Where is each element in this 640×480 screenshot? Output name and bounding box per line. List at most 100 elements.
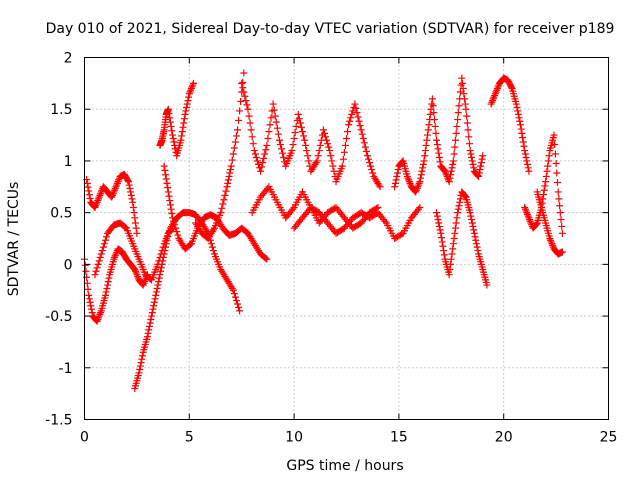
data-point — [253, 157, 261, 165]
data-point — [356, 122, 364, 130]
series-arc-5 — [156, 79, 197, 160]
data-point — [330, 167, 338, 175]
data-point — [393, 172, 401, 180]
x-tick-label: 5 — [185, 430, 194, 446]
data-point — [132, 219, 140, 227]
data-point — [558, 222, 566, 230]
data-point — [448, 250, 456, 258]
data-point — [130, 209, 138, 217]
data-point — [230, 144, 238, 152]
data-point — [463, 112, 471, 120]
data-point — [459, 85, 467, 93]
data-point — [248, 133, 256, 141]
data-point — [155, 278, 163, 286]
series-arc-11 — [391, 74, 487, 196]
data-point — [141, 278, 149, 286]
data-point — [288, 147, 296, 155]
data-point — [324, 140, 332, 148]
data-point — [547, 236, 555, 244]
data-point — [542, 172, 550, 180]
data-point — [489, 95, 497, 103]
data-point — [238, 79, 246, 87]
data-point — [450, 235, 458, 242]
data-point — [447, 171, 455, 179]
data-point — [455, 202, 463, 210]
data-point — [491, 90, 499, 98]
data-point — [445, 178, 453, 186]
series-arc-8 — [238, 79, 384, 191]
data-point — [289, 205, 297, 213]
data-point — [404, 174, 412, 182]
data-point — [553, 169, 561, 177]
data-point — [137, 359, 145, 367]
data-point — [436, 158, 444, 166]
series-arc-15 — [533, 188, 566, 258]
data-point — [232, 132, 240, 140]
data-point — [262, 146, 270, 154]
data-point — [115, 176, 123, 184]
data-point — [428, 95, 436, 103]
data-point — [442, 169, 450, 177]
data-point — [523, 209, 531, 217]
data-point — [515, 114, 523, 122]
data-point — [178, 132, 186, 140]
data-point — [416, 178, 424, 186]
data-point — [525, 214, 533, 222]
data-point — [438, 238, 446, 246]
data-point — [239, 84, 247, 92]
data-point — [522, 207, 530, 215]
data-point — [345, 121, 353, 129]
data-point — [108, 193, 116, 201]
data-point — [242, 97, 250, 105]
data-point — [162, 243, 170, 251]
data-point — [91, 271, 99, 279]
data-point — [110, 188, 118, 196]
data-point — [125, 178, 133, 186]
data-point — [375, 181, 383, 189]
data-point — [454, 205, 462, 213]
data-point — [251, 150, 259, 158]
data-point — [182, 107, 190, 115]
data-point — [366, 159, 374, 167]
data-point — [269, 100, 277, 108]
data-point — [437, 229, 445, 237]
data-point — [235, 303, 243, 311]
grid-lines — [84, 57, 609, 420]
data-point — [96, 253, 104, 261]
data-point — [165, 110, 173, 118]
data-point — [229, 150, 237, 158]
data-point — [392, 176, 400, 184]
data-point — [163, 179, 171, 187]
series-arc-4 — [131, 224, 177, 392]
data-point — [547, 238, 555, 246]
data-point — [302, 141, 310, 149]
data-point — [550, 131, 558, 139]
data-point — [470, 226, 478, 234]
data-point — [94, 197, 102, 205]
data-point — [262, 254, 270, 262]
data-point — [222, 187, 230, 195]
data-point — [447, 260, 455, 268]
data-point — [250, 147, 258, 155]
data-point — [429, 102, 437, 110]
data-point — [95, 257, 103, 265]
data-point — [518, 129, 526, 137]
data-point — [558, 229, 566, 237]
data-point — [494, 83, 502, 91]
data-point — [449, 160, 457, 168]
data-point — [226, 169, 234, 177]
data-point — [189, 81, 197, 89]
data-point — [184, 97, 192, 105]
data-point — [129, 203, 137, 211]
data-point — [474, 247, 482, 255]
data-point — [135, 369, 143, 377]
data-point — [461, 191, 469, 199]
data-point — [292, 122, 300, 130]
y-tick-label: -0.5 — [45, 309, 72, 325]
data-point — [219, 200, 227, 208]
data-point — [519, 138, 527, 146]
data-point — [94, 260, 102, 268]
data-point — [134, 272, 142, 280]
data-point — [312, 159, 320, 167]
